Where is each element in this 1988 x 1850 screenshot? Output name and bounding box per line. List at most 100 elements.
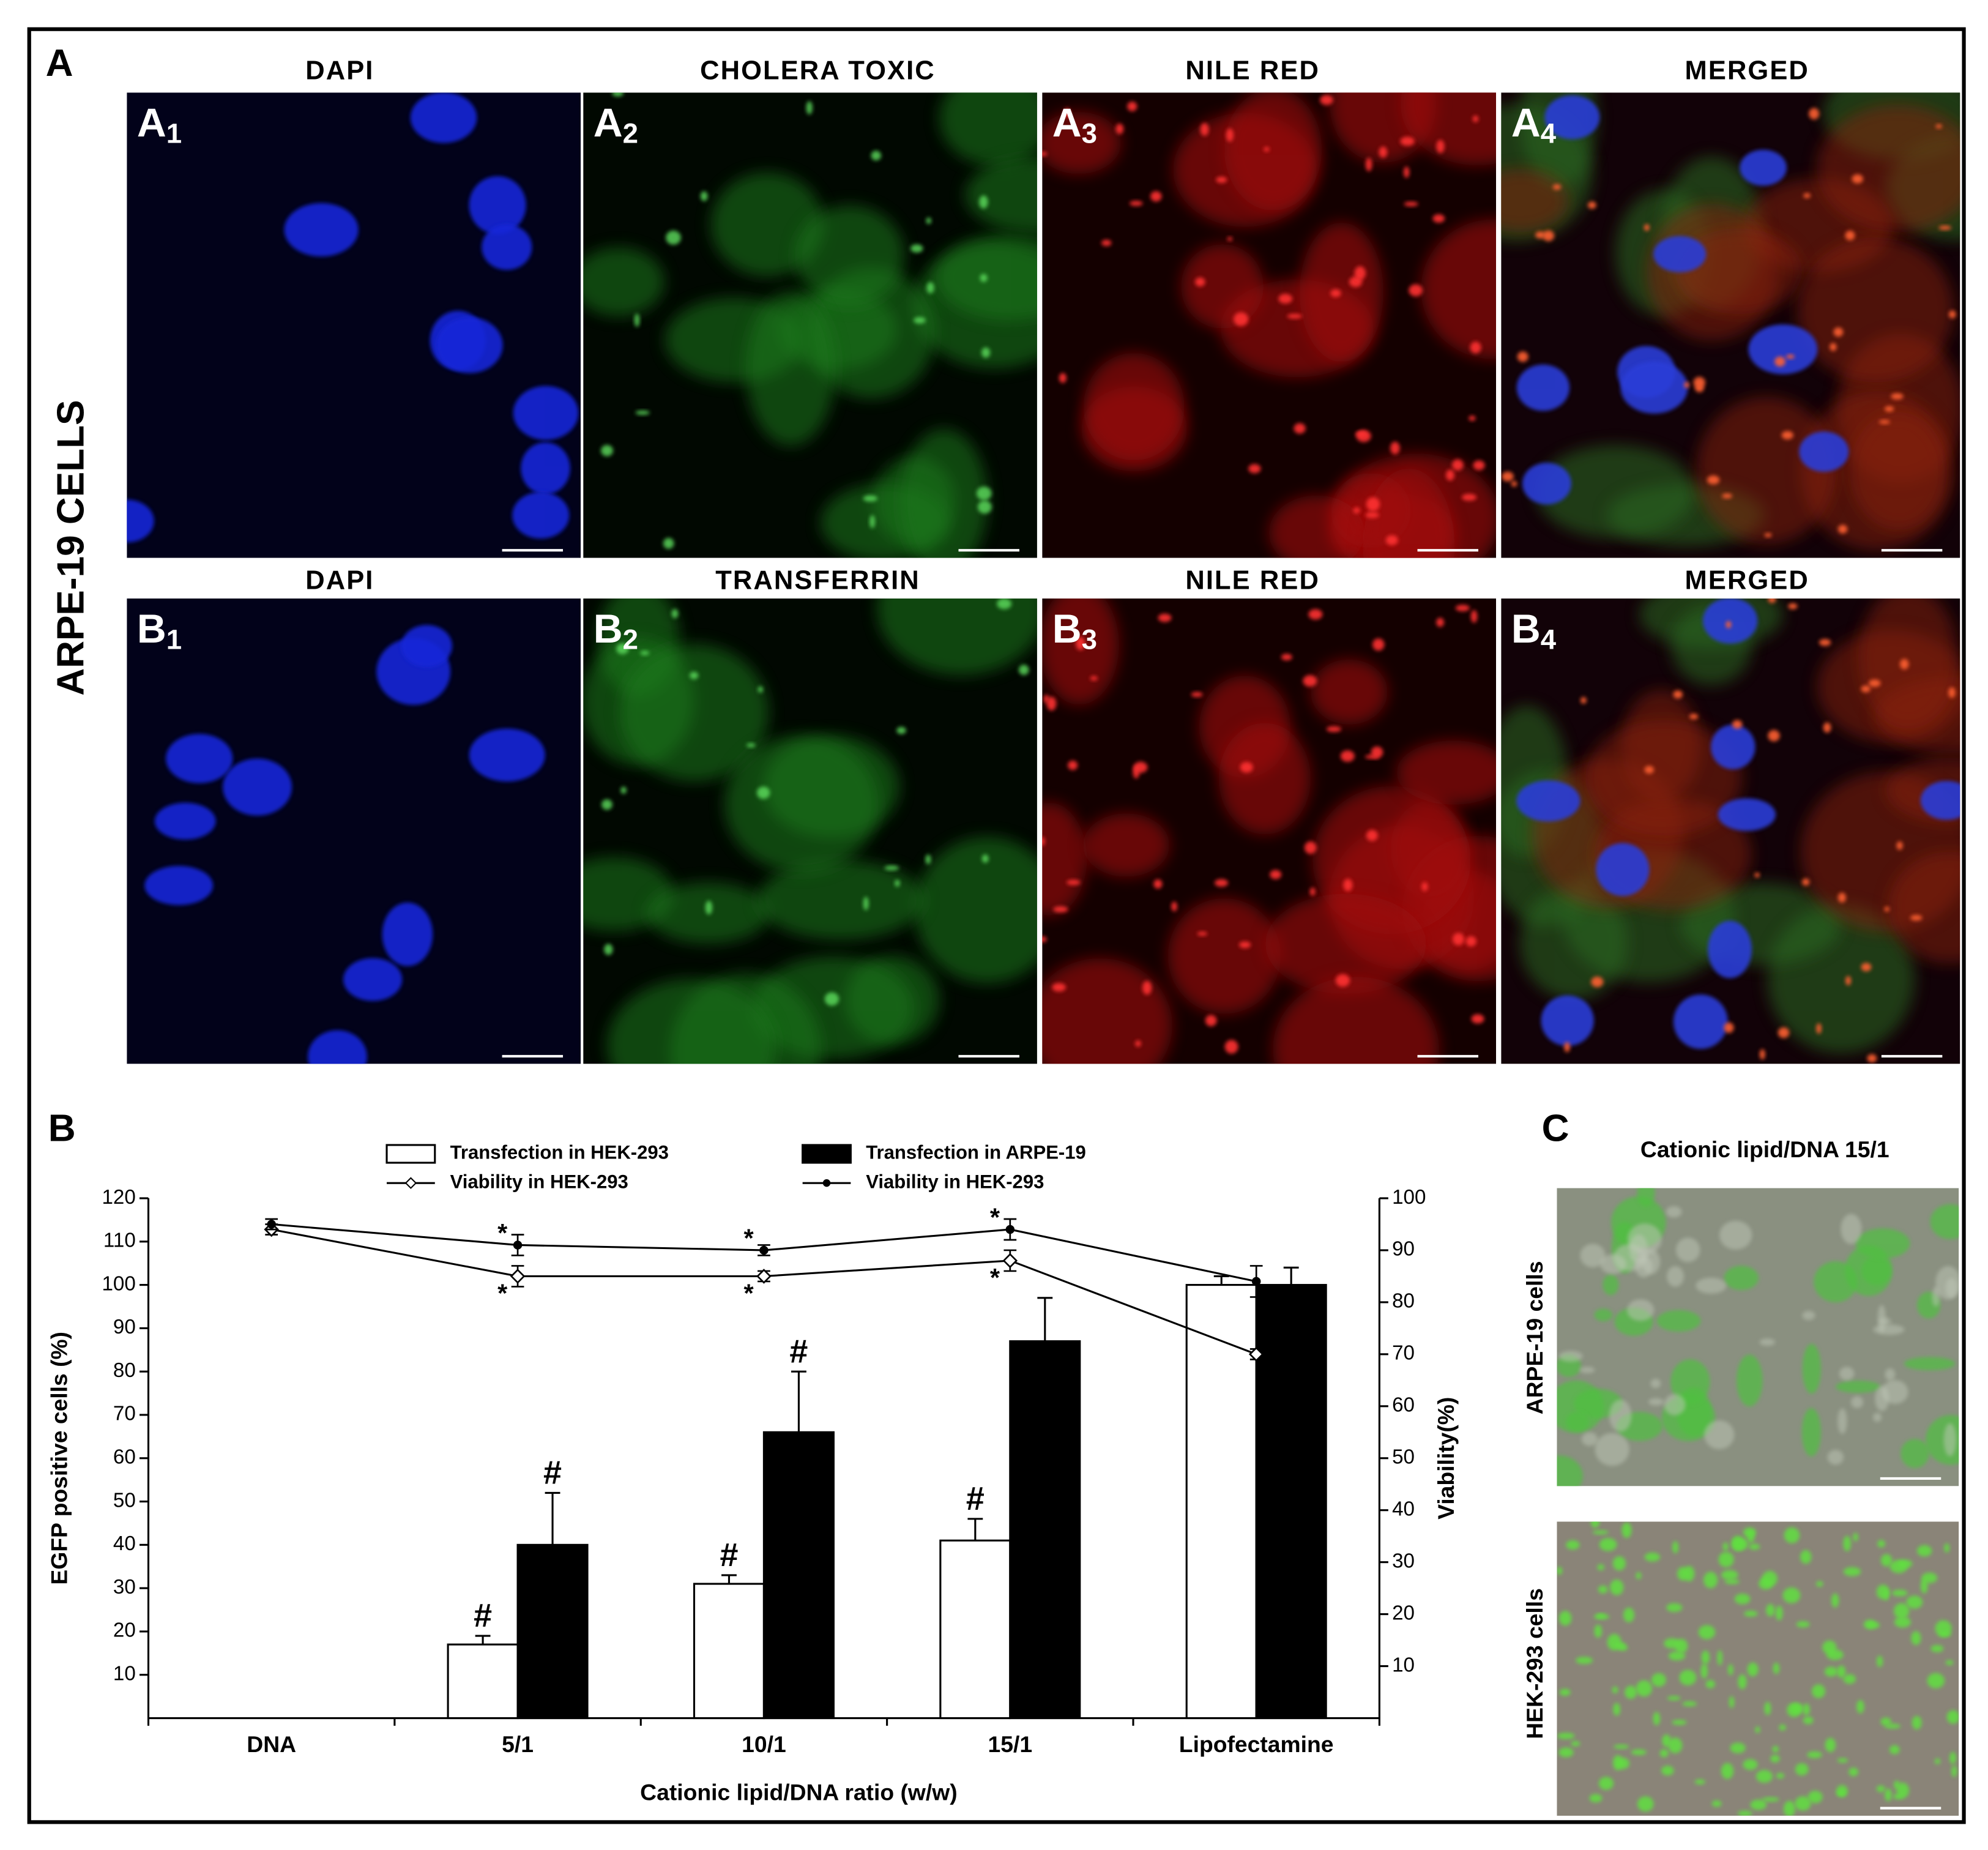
cell xyxy=(877,598,1037,675)
cell xyxy=(1268,495,1365,558)
cell xyxy=(308,1030,367,1064)
micrograph xyxy=(1042,598,1496,1064)
cell xyxy=(1234,312,1249,327)
cell xyxy=(1535,231,1546,239)
cell xyxy=(1595,1433,1629,1466)
cell xyxy=(976,487,992,501)
micrograph xyxy=(1042,92,1496,558)
cell xyxy=(1042,151,1048,156)
cell xyxy=(1195,277,1205,287)
cell xyxy=(127,499,154,543)
cell xyxy=(926,282,934,294)
cell xyxy=(1885,1788,1892,1802)
cell xyxy=(1662,1734,1671,1747)
cell xyxy=(1809,108,1820,120)
bar xyxy=(1185,1284,1257,1720)
cell xyxy=(1880,1717,1892,1726)
cell xyxy=(756,786,770,799)
cell xyxy=(1764,532,1772,537)
cell xyxy=(1766,1603,1775,1617)
cell xyxy=(1580,696,1587,704)
cell xyxy=(1059,373,1067,383)
cell xyxy=(1581,1432,1598,1446)
cell xyxy=(1644,224,1650,231)
cell xyxy=(1930,1204,1959,1239)
cell xyxy=(1446,469,1454,481)
cell xyxy=(1773,1662,1780,1674)
cell xyxy=(1791,1703,1804,1714)
cell xyxy=(1677,1567,1689,1581)
cell xyxy=(1227,237,1233,241)
cell xyxy=(1308,609,1323,620)
cell xyxy=(1067,879,1081,886)
cell xyxy=(1200,122,1209,136)
bar xyxy=(939,1539,1011,1720)
cell xyxy=(1689,714,1699,720)
micrograph xyxy=(1557,1521,1959,1816)
cell xyxy=(1730,1742,1746,1753)
cell xyxy=(1938,225,1952,230)
error-bar xyxy=(1037,1297,1053,1341)
tag-letter: A xyxy=(594,100,623,146)
cell xyxy=(1536,445,1695,539)
cell xyxy=(1648,1398,1664,1406)
cell xyxy=(1363,468,1455,558)
cell xyxy=(1167,898,1281,1014)
cell xyxy=(1883,1589,1889,1601)
cell xyxy=(1018,665,1029,676)
cell xyxy=(1779,1724,1786,1731)
cell xyxy=(979,195,988,209)
cell xyxy=(1916,1545,1932,1557)
cell xyxy=(1848,1767,1858,1777)
y2-tick-label: 70 xyxy=(1392,1342,1415,1365)
cell xyxy=(794,205,905,307)
cell xyxy=(1867,1054,1877,1063)
cell xyxy=(284,203,359,257)
y-tick-label: 120 xyxy=(102,1186,135,1209)
cell xyxy=(1934,1758,1941,1764)
cell xyxy=(601,445,613,457)
y-tick-label: 110 xyxy=(103,1229,136,1252)
marker xyxy=(267,1220,276,1229)
bar xyxy=(516,1543,589,1720)
cell xyxy=(1326,726,1341,733)
cell xyxy=(700,191,708,201)
tag-sub: 1 xyxy=(166,624,182,655)
cell xyxy=(1501,168,1569,233)
cell xyxy=(1943,1423,1957,1457)
significance-mark: # xyxy=(789,1333,808,1370)
cell xyxy=(1932,1286,1940,1307)
cell xyxy=(1664,1393,1686,1415)
x-tick-label: 10/1 xyxy=(742,1731,786,1757)
cell xyxy=(1472,115,1479,122)
marker xyxy=(510,1269,526,1284)
cell xyxy=(1823,722,1831,733)
cell xyxy=(1748,324,1818,375)
y-tick-label: 90 xyxy=(113,1316,136,1338)
image-title: NILE RED xyxy=(1185,56,1320,86)
cell xyxy=(1724,1266,1759,1291)
tag-sub: 4 xyxy=(1541,624,1557,655)
cell xyxy=(1451,459,1464,471)
marker xyxy=(513,1240,523,1250)
image-bg xyxy=(127,92,581,558)
cell xyxy=(997,598,1012,610)
cell xyxy=(745,291,836,446)
cell xyxy=(1852,174,1863,184)
cell xyxy=(895,879,900,887)
bar xyxy=(762,1431,835,1720)
cell xyxy=(1576,1657,1593,1665)
cell xyxy=(640,651,650,655)
cell xyxy=(1875,1386,1889,1411)
error-bar xyxy=(967,1518,983,1541)
cell xyxy=(1600,1254,1626,1274)
cell xyxy=(1897,1559,1913,1568)
cell xyxy=(1764,1701,1771,1715)
cell xyxy=(1891,1589,1908,1597)
cell xyxy=(1814,1261,1858,1302)
cell xyxy=(1672,1541,1679,1554)
cell xyxy=(1278,294,1293,304)
significance-mark: # xyxy=(966,1480,985,1517)
cell xyxy=(1311,659,1388,725)
cell xyxy=(1722,1542,1729,1551)
